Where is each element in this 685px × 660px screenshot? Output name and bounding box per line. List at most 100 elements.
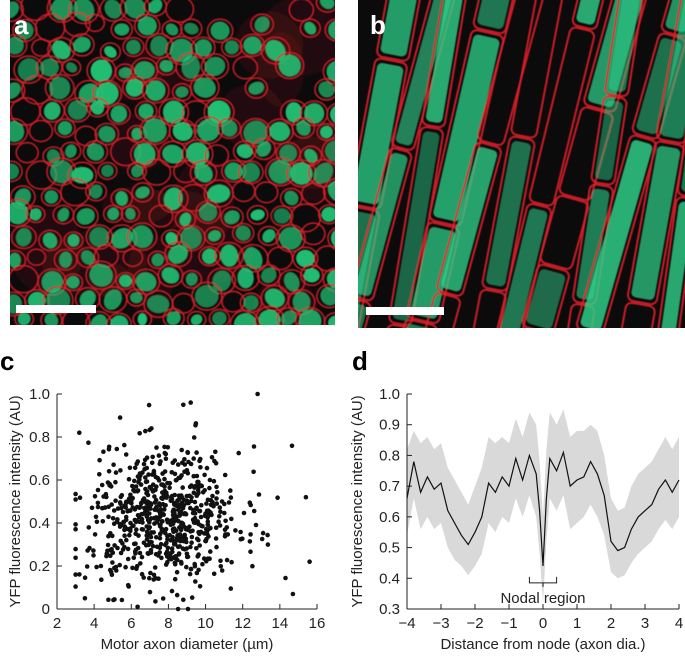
axon-core [181, 55, 201, 79]
scatter-point [159, 555, 164, 561]
axon-core [118, 67, 132, 79]
scatter-point [144, 512, 149, 517]
axon-core [159, 59, 174, 73]
scatter-point [195, 554, 200, 559]
scatter-point [143, 475, 148, 480]
axon-core [44, 190, 59, 204]
scatter-point [137, 431, 142, 436]
scatter-point [147, 517, 153, 522]
line-chart-d: −4 −3 −2 −1 0 1 2 3 4 0.3 0.4 0.5 0.6 0.7 0.8 0.9 1.0 Dis… [349, 386, 683, 653]
scatter-point [228, 495, 234, 500]
scatter-point [163, 526, 169, 532]
scatter-point [111, 597, 116, 603]
scatter-point [112, 543, 117, 548]
myelin-ring [178, 183, 209, 212]
myelin-ring [85, 260, 117, 291]
axon-core [241, 162, 261, 182]
myelin-ring [148, 204, 174, 228]
scatter-point [238, 529, 243, 535]
scatter-point [165, 517, 170, 523]
scatter-point [162, 469, 168, 474]
axon-core [328, 20, 335, 40]
axon-core [285, 102, 303, 123]
axon-core [194, 284, 219, 308]
myelin-ring [338, 41, 357, 58]
axon-fiber [394, 0, 551, 328]
scatter-point [92, 532, 98, 537]
myelin-ring [168, 118, 197, 145]
y-tick-label: 0.8 [379, 447, 400, 464]
axon-core [151, 253, 164, 267]
scatter-point [151, 530, 156, 535]
myelin-ring [229, 309, 261, 325]
y-tick-label: 0.8 [29, 429, 50, 446]
scatter-point [153, 599, 158, 604]
scatter-point [253, 522, 259, 528]
myelin-ring [115, 271, 136, 291]
axon-core [243, 247, 263, 270]
scatter-point [104, 494, 109, 500]
myelin-ring [20, 0, 52, 22]
scatter-point [174, 569, 180, 575]
scatter-point [159, 482, 164, 487]
scatter-point [283, 575, 288, 581]
myelin-ring [316, 283, 335, 309]
scatter-point [226, 500, 232, 505]
scatter-point [250, 563, 255, 569]
scatter-point [290, 591, 296, 597]
scatter-point [207, 485, 212, 491]
myelin-ring [10, 117, 29, 146]
scatter-point [98, 563, 104, 569]
myelin-ring [63, 231, 84, 250]
myelin-ring [72, 204, 99, 229]
scatter-point [148, 570, 153, 576]
scatter-point [145, 492, 151, 498]
scatter-point [175, 462, 181, 467]
axon-core [278, 54, 301, 77]
scatter-point [181, 402, 186, 408]
scatter-point [200, 561, 205, 567]
myelin-ring [67, 161, 98, 190]
myelin-ring [94, 122, 120, 146]
panel-letter-a: a [14, 10, 29, 40]
scatter-point [177, 525, 182, 530]
axon-core [327, 315, 335, 325]
myelin-ring [122, 36, 145, 58]
scatter-point [172, 576, 178, 582]
scatter-point [127, 499, 133, 505]
myelin-ring [232, 55, 259, 80]
axon-core [14, 188, 32, 206]
axon-core [235, 225, 251, 241]
x-tick-label: 4 [675, 615, 683, 632]
myelin-ring [165, 0, 195, 23]
myelin-ring [250, 13, 275, 36]
myelin-ring [122, 248, 144, 268]
scatter-point [110, 560, 115, 565]
myelin-ring [85, 181, 108, 202]
scatter-point [106, 444, 112, 450]
myelin-ring [189, 160, 218, 186]
axon-core [135, 186, 150, 199]
axon-core [320, 286, 335, 306]
axon-core [168, 244, 188, 264]
scatter-point [198, 456, 203, 462]
scatter-point [130, 483, 135, 489]
scatter-point [194, 570, 200, 576]
scale-bar-b [366, 307, 444, 315]
scatter-point [198, 465, 203, 470]
y-tick-label: 0.4 [29, 515, 50, 532]
myelin-ring [15, 141, 39, 164]
myelin-ring [82, 140, 109, 164]
myelin-ring [314, 78, 335, 101]
axon-core [224, 40, 239, 55]
myelin-ring [244, 77, 269, 99]
scatter-point [214, 544, 219, 550]
scatter-point [123, 452, 129, 457]
scatter-point [113, 470, 119, 475]
scatter-point [222, 510, 227, 516]
scatter-point [153, 497, 159, 503]
scatter-point [191, 473, 196, 479]
scatter-point [185, 606, 191, 612]
axon-core [10, 36, 24, 55]
x-tick-label: 2 [53, 615, 61, 632]
